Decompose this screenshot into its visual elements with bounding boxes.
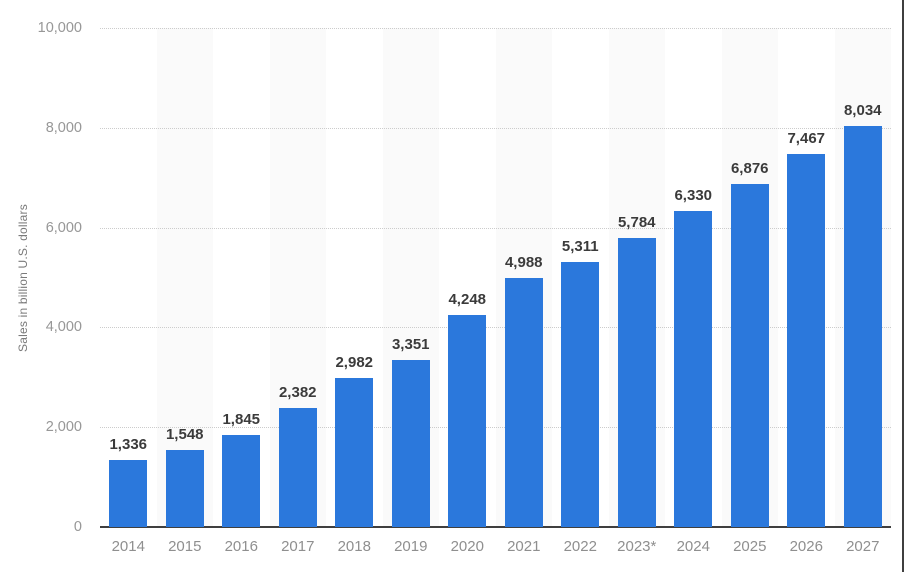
window-right-border	[902, 0, 904, 572]
bar-2014[interactable]	[109, 460, 148, 527]
bar-2019[interactable]	[391, 359, 430, 527]
bar-2015[interactable]	[165, 449, 204, 527]
bar-2023*[interactable]	[617, 238, 656, 527]
y-tick-label: 4,000	[45, 319, 82, 336]
bar-value-label: 6,330	[674, 187, 713, 205]
x-axis-line	[100, 526, 891, 528]
gridline	[100, 28, 891, 29]
bar-value-label: 1,336	[109, 436, 148, 454]
bar-2017[interactable]	[278, 408, 317, 527]
x-tick-label: 2020	[450, 538, 484, 555]
x-tick-label: 2018	[337, 538, 371, 555]
x-tick-label: 2015	[168, 538, 202, 555]
plot-area	[100, 28, 891, 528]
bar-2018[interactable]	[335, 378, 374, 527]
gridline	[100, 327, 891, 329]
y-tick-label: 2,000	[45, 419, 82, 436]
x-tick-label: 2019	[394, 538, 428, 555]
bar-2020[interactable]	[448, 315, 487, 527]
bar-2022[interactable]	[561, 261, 600, 527]
x-tick-label: 2017	[281, 538, 315, 555]
x-tick-label: 2022	[563, 538, 597, 555]
y-tick-label: 0	[73, 519, 82, 535]
bar-2024[interactable]	[674, 211, 713, 527]
x-tick-label: 2025	[733, 538, 767, 555]
gridline	[100, 227, 891, 229]
column-band	[156, 28, 213, 527]
bar-value-label: 4,988	[504, 254, 543, 272]
bar-2027[interactable]	[843, 126, 882, 527]
gridline	[100, 127, 891, 129]
bar-value-label: 8,034	[843, 102, 882, 120]
x-tick-label: 2023*	[617, 538, 657, 555]
bar-value-label: 3,351	[391, 335, 430, 353]
bar-2016[interactable]	[222, 434, 261, 527]
y-tick-label: 10,000	[37, 20, 82, 36]
bar-value-label: 1,548	[165, 425, 204, 443]
bar-2025[interactable]	[730, 183, 769, 527]
x-tick-label: 2016	[224, 538, 258, 555]
y-tick-label: 8,000	[45, 119, 82, 136]
bar-value-label: 1,845	[222, 410, 261, 428]
x-tick-label: 2027	[846, 538, 880, 555]
bar-value-label: 5,311	[561, 237, 599, 255]
y-tick-label: 6,000	[45, 219, 82, 236]
bar-value-label: 2,382	[278, 384, 317, 402]
bar-value-label: 7,467	[787, 130, 826, 148]
x-tick-label: 2021	[507, 538, 541, 555]
x-tick-label: 2026	[789, 538, 823, 555]
x-tick-label: 2014	[111, 538, 145, 555]
bar-value-label: 4,248	[448, 291, 487, 309]
bar-value-label: 5,784	[617, 214, 656, 232]
bar-value-label: 6,876	[730, 159, 769, 177]
bar-2021[interactable]	[504, 278, 543, 527]
bar-2026[interactable]	[787, 154, 826, 527]
x-tick-label: 2024	[676, 538, 710, 555]
bar-value-label: 2,982	[335, 354, 374, 372]
gridline	[100, 427, 891, 429]
